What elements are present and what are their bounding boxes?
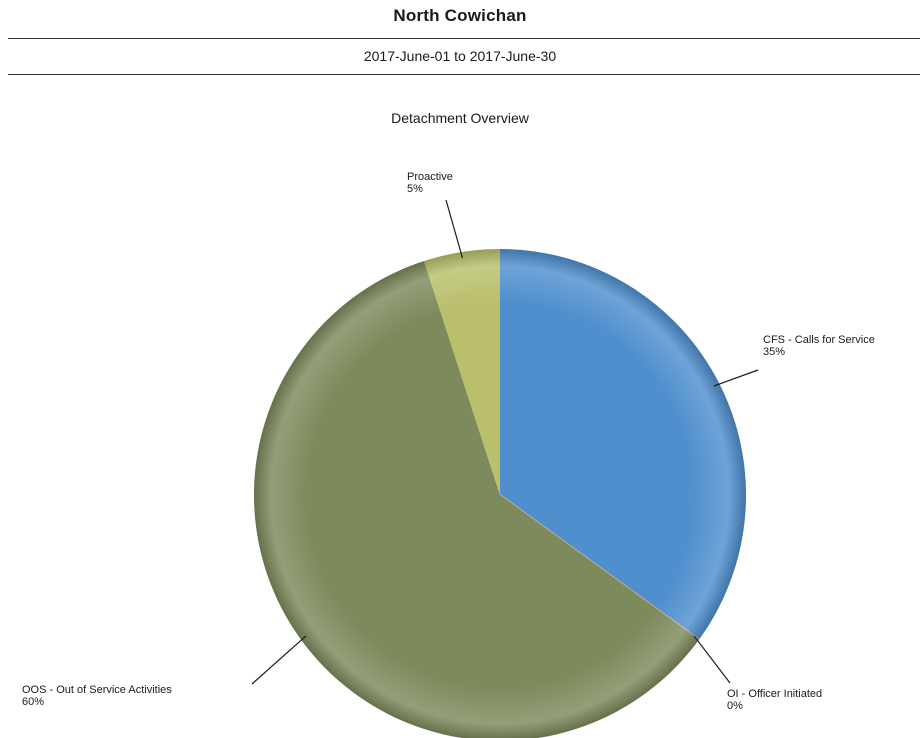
slice-label-proactive: Proactive 5% <box>407 171 453 195</box>
title-divider <box>8 38 920 39</box>
slice-percent: 35% <box>763 346 785 358</box>
slice-name: OOS - Out of Service Activities <box>22 684 172 696</box>
leader-line-proactive <box>445 199 464 259</box>
slice-name: OI - Officer Initiated <box>727 688 822 700</box>
leader-line-oi-officer-initiated <box>693 635 731 684</box>
slice-percent: 0% <box>727 700 743 712</box>
slice-name: CFS - Calls for Service <box>763 334 875 346</box>
slice-percent: 5% <box>407 183 423 195</box>
date-range: 2017-June-01 to 2017-June-30 <box>363 48 557 64</box>
date-divider <box>8 74 920 75</box>
slice-name: Proactive <box>407 171 453 183</box>
leader-line-oos-out-of-service-activities <box>251 635 307 685</box>
slice-percent: 60% <box>22 696 44 708</box>
slice-label-oi-officer-initiated: OI - Officer Initiated 0% <box>727 688 822 712</box>
report-title: North Cowichan <box>393 6 527 25</box>
leader-line-cfs-calls-for-service <box>713 369 759 387</box>
slice-label-oos-out-of-service-activities: OOS - Out of Service Activities 60% <box>22 684 172 708</box>
chart-title: Detachment Overview <box>391 110 529 126</box>
slice-label-cfs-calls-for-service: CFS - Calls for Service 35% <box>763 334 875 358</box>
